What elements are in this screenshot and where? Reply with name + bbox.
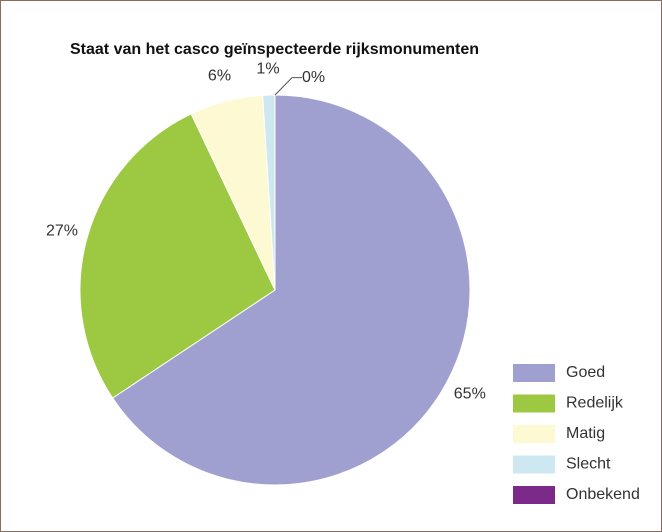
legend-label: Slecht [566,456,611,473]
legend-swatch [513,455,555,474]
pie-slice [111,94,471,486]
data-label: 1% [256,60,279,77]
legend-swatch [513,364,555,382]
legend-label: Onbekend [566,486,640,503]
legend-swatch [513,425,555,443]
leader-line [274,77,303,96]
data-label: 27% [46,222,78,239]
legend-swatch [513,394,555,413]
legend-label: Redelijk [566,395,624,412]
legend-swatch [513,486,555,504]
data-label: 65% [454,386,486,403]
chart-title: Staat van het casco geïnspecteerde rijks… [70,41,479,58]
legend-label: Goed [566,364,605,381]
data-label: 0% [302,69,325,86]
pie-slice [79,113,276,399]
data-label: 6% [208,67,231,84]
legend-label: Matig [566,425,605,442]
